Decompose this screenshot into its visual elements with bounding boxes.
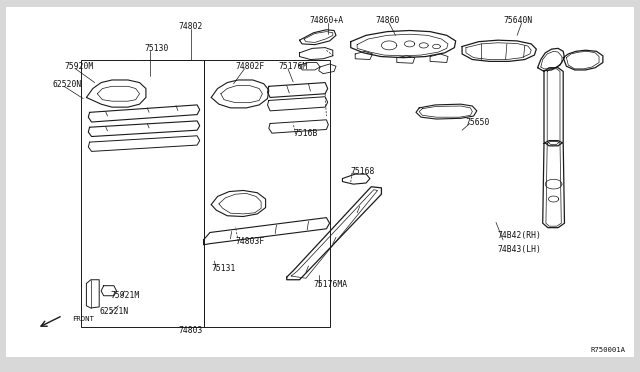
Text: 7516B: 7516B [293,129,317,138]
Text: 74803F: 74803F [236,237,265,246]
Text: 75650: 75650 [466,118,490,126]
Text: 75920M: 75920M [64,62,93,71]
Text: 62520N: 62520N [52,80,82,89]
Text: 74B43(LH): 74B43(LH) [498,246,542,254]
FancyBboxPatch shape [6,7,634,357]
Text: 62521N: 62521N [99,307,129,316]
Text: 74860+A: 74860+A [309,16,344,25]
Text: 74B42(RH): 74B42(RH) [498,231,542,240]
Bar [81,60,204,327]
Text: 75921M: 75921M [110,291,140,300]
Text: 75130: 75130 [144,44,168,53]
Text: 75168: 75168 [351,167,375,176]
Text: 75640N: 75640N [504,16,533,25]
Text: FRONT: FRONT [72,316,93,322]
Bar [204,60,330,327]
Text: 75131: 75131 [211,264,236,273]
Text: 74860: 74860 [375,16,399,25]
Text: 75176MA: 75176MA [314,280,348,289]
Text: 75176M: 75176M [278,62,308,71]
Text: 74802: 74802 [179,22,203,31]
Text: 74803: 74803 [179,326,203,335]
Text: R750001A: R750001A [590,347,625,353]
Text: 74802F: 74802F [236,62,265,71]
